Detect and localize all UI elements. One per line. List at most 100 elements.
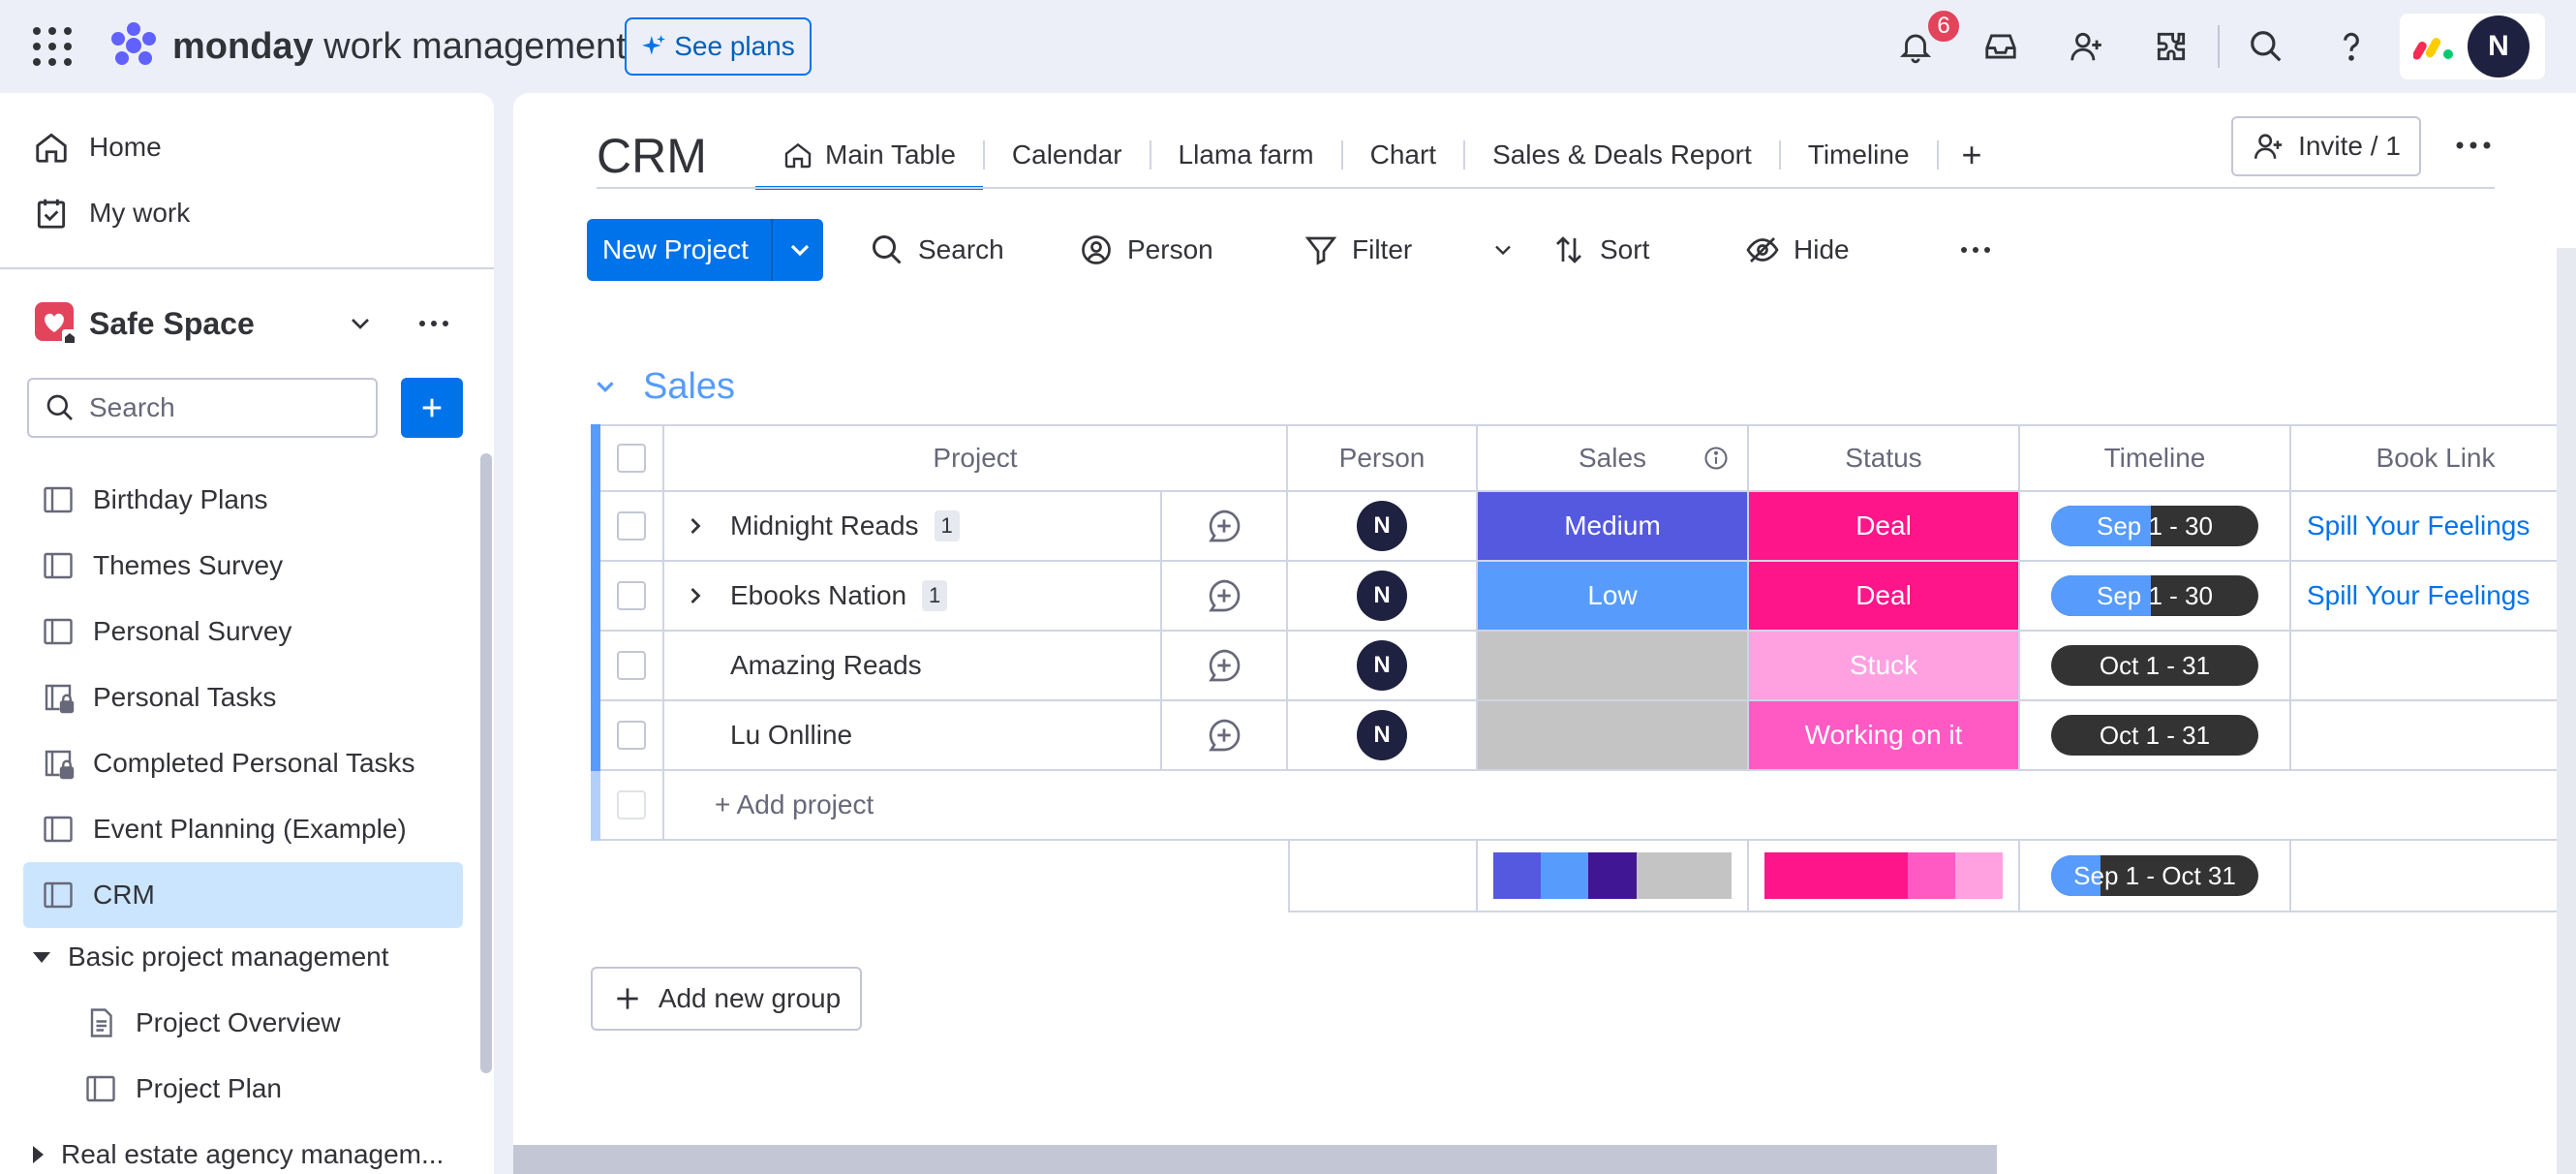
see-plans-button[interactable]: See plans bbox=[625, 17, 812, 76]
person-filter-button[interactable]: Person bbox=[1079, 219, 1213, 281]
search-icon[interactable] bbox=[2243, 23, 2289, 70]
updates-cell[interactable] bbox=[1162, 492, 1288, 562]
timeline-cell[interactable]: Oct 1 - 31 bbox=[2020, 632, 2291, 701]
summary-status-cell[interactable] bbox=[1749, 841, 2020, 912]
horizontal-scrollbar[interactable] bbox=[513, 1145, 1997, 1174]
tab-sales-deals-report[interactable]: Sales & Deals Report bbox=[1492, 139, 1752, 170]
person-avatar[interactable]: N bbox=[1357, 501, 1407, 551]
add-view-plus-icon[interactable]: + bbox=[1961, 135, 1982, 174]
select-all-checkbox[interactable] bbox=[617, 444, 646, 473]
tab-main-table[interactable]: Main Table bbox=[755, 126, 983, 190]
book-link[interactable]: Spill Your Feelings bbox=[2307, 510, 2530, 541]
row-checkbox[interactable] bbox=[617, 721, 646, 750]
board-more-icon[interactable] bbox=[2450, 130, 2497, 161]
notifications-bell-icon[interactable] bbox=[1892, 23, 1939, 70]
apps-grid-icon[interactable] bbox=[33, 27, 72, 66]
sidebar-item-project-overview[interactable]: Project Overview bbox=[66, 990, 463, 1056]
add-update-icon[interactable] bbox=[1205, 576, 1243, 615]
sidebar-item-project-plan[interactable]: Project Plan bbox=[66, 1056, 463, 1122]
group-title[interactable]: Sales bbox=[643, 365, 736, 407]
chevron-down-icon[interactable] bbox=[784, 234, 815, 265]
inbox-icon[interactable] bbox=[1978, 23, 2024, 70]
person-avatar[interactable]: N bbox=[1357, 710, 1407, 760]
workspace-heart-icon[interactable] bbox=[35, 302, 77, 345]
project-name[interactable]: Ebooks Nation bbox=[730, 580, 907, 610]
column-header-person[interactable]: Person bbox=[1288, 424, 1478, 492]
group-header-sales[interactable]: Sales bbox=[591, 362, 735, 411]
person-cell[interactable]: N bbox=[1288, 562, 1478, 632]
project-name-cell[interactable]: Amazing Reads bbox=[664, 632, 1162, 701]
tab-llama-farm[interactable]: Llama farm bbox=[1178, 139, 1314, 170]
updates-cell[interactable] bbox=[1162, 632, 1288, 701]
timeline-cell[interactable]: Oct 1 - 31 bbox=[2020, 701, 2291, 771]
sidebar-item-birthday-plans[interactable]: Birthday Plans bbox=[23, 467, 463, 533]
add-item-button[interactable] bbox=[401, 378, 463, 438]
invite-members-icon[interactable] bbox=[2063, 23, 2109, 70]
apps-marketplace-icon[interactable] bbox=[2148, 23, 2194, 70]
add-project-row[interactable]: + Add project bbox=[664, 771, 2576, 841]
new-project-button[interactable]: New Project bbox=[587, 219, 823, 281]
person-cell[interactable]: N bbox=[1288, 632, 1478, 701]
row-checkbox-cell[interactable] bbox=[600, 492, 664, 562]
sales-distribution-bar[interactable] bbox=[1493, 852, 1732, 899]
sidebar-item-my-work[interactable]: My work bbox=[33, 186, 190, 240]
timeline-cell[interactable]: Sep 1 - 30 bbox=[2020, 562, 2291, 632]
user-avatar[interactable]: N bbox=[2468, 15, 2530, 77]
search-button[interactable]: Search bbox=[870, 219, 1004, 281]
timeline-pill[interactable]: Sep 1 - 30 bbox=[2051, 575, 2258, 616]
sidebar-item-themes-survey[interactable]: Themes Survey bbox=[23, 533, 463, 599]
project-name[interactable]: Midnight Reads bbox=[730, 510, 919, 541]
project-name-cell[interactable]: Ebooks Nation 1 bbox=[664, 562, 1162, 632]
status-cell[interactable]: Deal bbox=[1749, 492, 2020, 562]
sidebar-item-personal-survey[interactable]: Personal Survey bbox=[23, 599, 463, 664]
summary-timeline-pill[interactable]: Sep 1 - Oct 31 bbox=[2051, 855, 2258, 896]
timeline-pill[interactable]: Oct 1 - 31 bbox=[2051, 715, 2258, 756]
info-icon[interactable] bbox=[1702, 445, 1730, 472]
updates-cell[interactable] bbox=[1162, 562, 1288, 632]
chevron-down-icon[interactable] bbox=[345, 308, 376, 339]
book-link-cell[interactable] bbox=[2291, 701, 2576, 771]
filter-dropdown-button[interactable] bbox=[1489, 219, 1517, 281]
sort-button[interactable]: Sort bbox=[1551, 219, 1649, 281]
sales-cell[interactable] bbox=[1478, 632, 1749, 701]
filter-button[interactable]: Filter bbox=[1303, 219, 1412, 281]
person-cell[interactable]: N bbox=[1288, 701, 1478, 771]
sidebar-item-completed-personal-tasks[interactable]: Completed Personal Tasks bbox=[23, 730, 463, 796]
row-checkbox-cell[interactable] bbox=[600, 632, 664, 701]
column-header-status[interactable]: Status bbox=[1749, 424, 2020, 492]
person-cell[interactable]: N bbox=[1288, 492, 1478, 562]
timeline-cell[interactable]: Sep 1 - 30 bbox=[2020, 492, 2291, 562]
project-name-cell[interactable]: Midnight Reads 1 bbox=[664, 492, 1162, 562]
row-checkbox[interactable] bbox=[617, 651, 646, 680]
book-link[interactable]: Spill Your Feelings bbox=[2307, 580, 2530, 610]
sales-cell[interactable]: Low bbox=[1478, 562, 1749, 632]
status-distribution-bar[interactable] bbox=[1764, 852, 2003, 899]
person-avatar[interactable]: N bbox=[1357, 571, 1407, 621]
expand-subitems-chevron-icon[interactable] bbox=[682, 512, 709, 540]
status-cell[interactable]: Deal bbox=[1749, 562, 2020, 632]
add-update-icon[interactable] bbox=[1205, 646, 1243, 685]
book-link-cell[interactable]: Spill Your Feelings bbox=[2291, 492, 2576, 562]
row-checkbox-cell[interactable] bbox=[600, 701, 664, 771]
book-link-cell[interactable] bbox=[2291, 632, 2576, 701]
add-new-group-button[interactable]: Add new group bbox=[591, 967, 862, 1031]
sidebar-item-event-planning-example[interactable]: Event Planning (Example) bbox=[23, 796, 463, 862]
hide-button[interactable]: Hide bbox=[1745, 219, 1850, 281]
summary-sales-cell[interactable] bbox=[1478, 841, 1749, 912]
workspace-name[interactable]: Safe Space bbox=[89, 306, 255, 341]
add-update-icon[interactable] bbox=[1205, 716, 1243, 755]
project-name[interactable]: Amazing Reads bbox=[730, 650, 922, 680]
project-name[interactable]: Lu Onlline bbox=[730, 720, 853, 750]
sidebar-search-input[interactable]: Search bbox=[27, 378, 378, 438]
summary-timeline-cell[interactable]: Sep 1 - Oct 31 bbox=[2020, 841, 2291, 912]
status-cell[interactable]: Stuck bbox=[1749, 632, 2020, 701]
timeline-pill[interactable]: Oct 1 - 31 bbox=[2051, 645, 2258, 686]
column-header-timeline[interactable]: Timeline bbox=[2020, 424, 2291, 492]
board-title[interactable]: CRM bbox=[597, 129, 707, 183]
column-header-book-link[interactable]: Book Link bbox=[2291, 424, 2576, 492]
add-update-icon[interactable] bbox=[1205, 507, 1243, 545]
row-checkbox[interactable] bbox=[617, 511, 646, 541]
folder-real-estate[interactable]: Real estate agency managem... bbox=[33, 1122, 444, 1174]
column-header-sales[interactable]: Sales bbox=[1478, 424, 1749, 492]
sidebar-item-home[interactable]: Home bbox=[33, 120, 162, 174]
